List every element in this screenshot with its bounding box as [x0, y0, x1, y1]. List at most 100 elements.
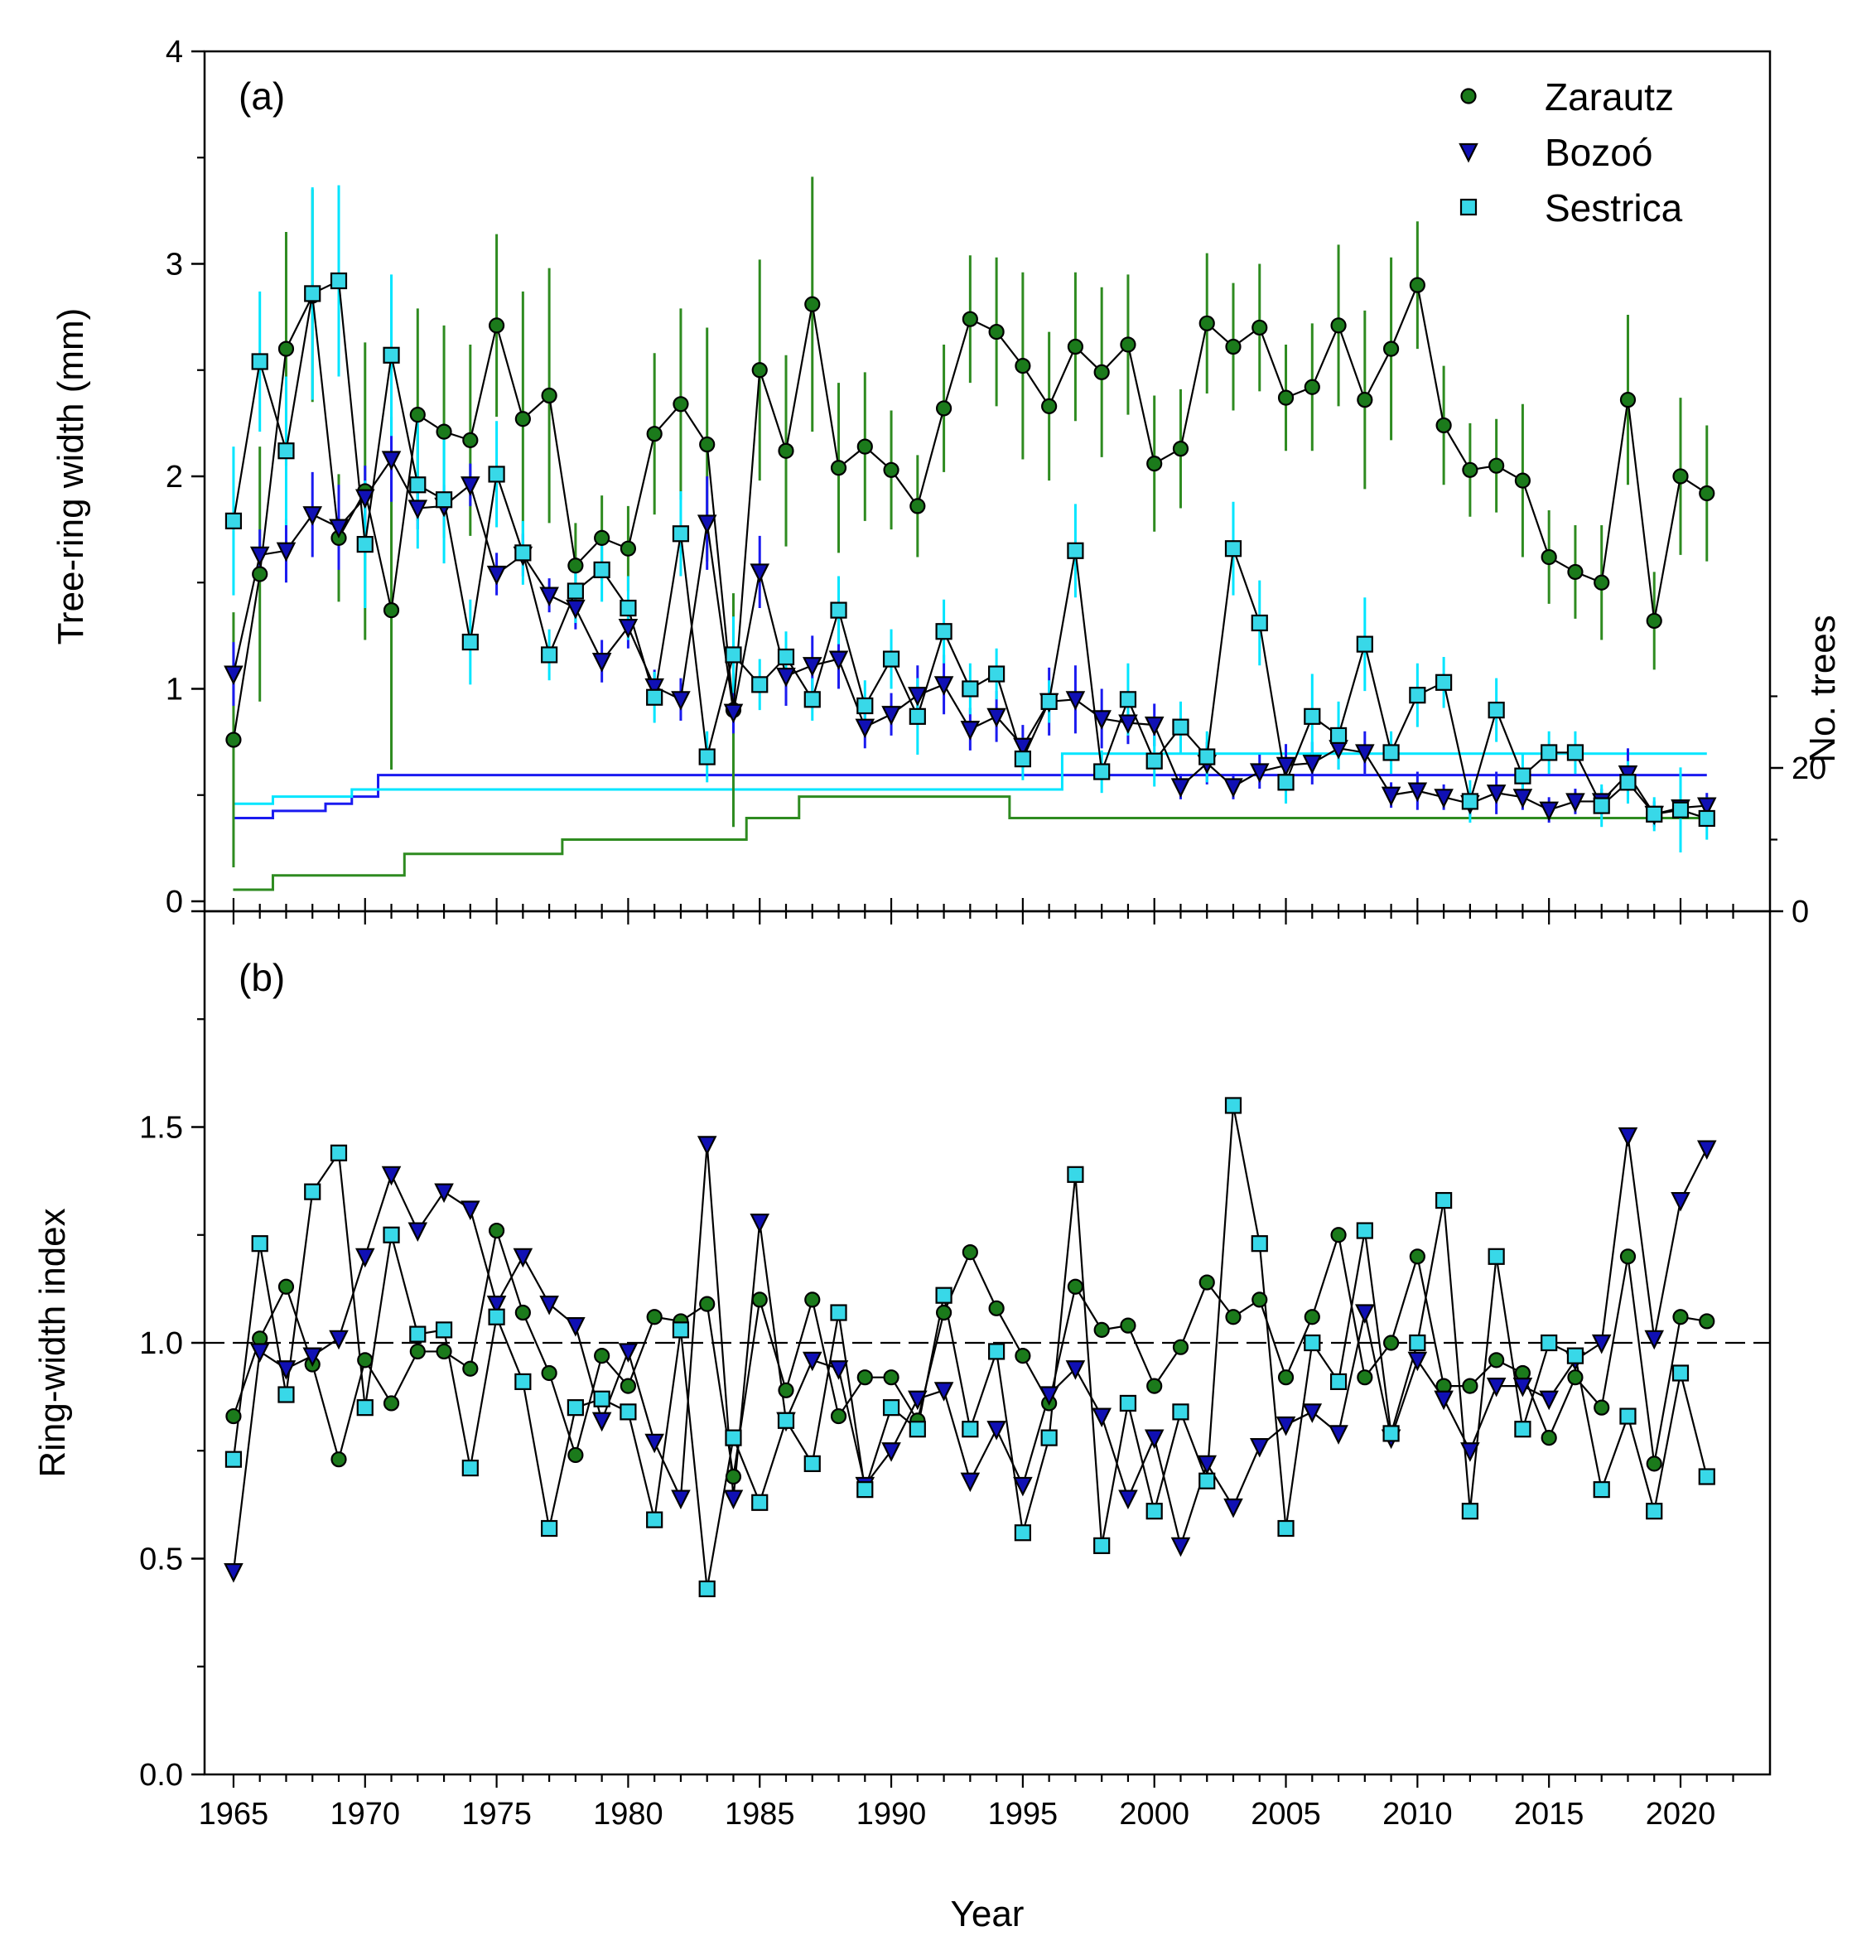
data-point-bozoo: [960, 721, 981, 741]
data-point-sestrica: [1356, 1222, 1373, 1239]
data-point-bozoo: [1144, 717, 1165, 736]
data-point-sestrica: [277, 442, 295, 460]
data-point-bozoo: [1671, 1191, 1690, 1212]
data-point-zarautz: [514, 1304, 531, 1321]
data-point-zarautz: [830, 1407, 847, 1425]
data-point-zarautz: [1382, 1335, 1400, 1351]
data-point-bozoo: [1355, 1304, 1375, 1324]
data-point-zarautz: [594, 1348, 610, 1364]
data-point-sestrica: [803, 691, 821, 708]
data-point-zarautz: [1198, 1274, 1215, 1291]
xtick-label: 2020: [1646, 1797, 1716, 1832]
data-point-bozoo: [644, 1433, 664, 1454]
data-point-zarautz: [804, 1291, 821, 1308]
data-point-bozoo: [276, 1360, 297, 1380]
data-point-sestrica: [1251, 614, 1268, 632]
data-point-bozoo: [1512, 1377, 1533, 1398]
data-point-sestrica: [1646, 1503, 1663, 1520]
data-point-sestrica: [461, 633, 479, 651]
data-point-zarautz: [409, 1343, 426, 1360]
data-point-bozoo: [486, 565, 507, 586]
ytick-label-a: 4: [166, 35, 183, 70]
data-point-bozoo: [855, 718, 875, 739]
data-point-sestrica: [251, 1235, 268, 1253]
xtick-label: 2000: [1119, 1797, 1189, 1832]
data-point-zarautz: [620, 1378, 637, 1394]
data-point-sestrica: [1093, 763, 1111, 780]
data-point-zarautz: [1672, 468, 1689, 485]
data-point-zarautz: [409, 407, 426, 423]
data-point-bozoo: [881, 706, 901, 726]
data-point-zarautz: [277, 1278, 295, 1295]
data-point-zarautz: [1567, 563, 1584, 581]
data-point-sestrica: [856, 697, 874, 715]
data-point-zarautz: [1619, 1248, 1637, 1265]
ytick-label-b: 0.5: [139, 1542, 183, 1577]
data-point-sestrica: [1067, 542, 1084, 559]
data-point-sestrica: [567, 582, 584, 600]
data-point-sestrica: [488, 466, 505, 483]
data-point-zarautz: [988, 1300, 1005, 1316]
data-point-bozoo: [1355, 744, 1375, 764]
data-point-bozoo: [1065, 691, 1086, 711]
data-point-zarautz: [1067, 1278, 1084, 1295]
panel-label-b: (b): [239, 956, 285, 999]
ytick-label-a: 1: [166, 673, 183, 707]
data-point-sestrica: [1698, 809, 1715, 828]
legend-marker-sestrica: [1459, 198, 1478, 216]
data-point-zarautz: [804, 296, 821, 312]
data-point-bozoo: [986, 1421, 1006, 1441]
ytick-label-a: 3: [166, 248, 183, 282]
data-point-sestrica: [882, 1399, 900, 1417]
panel-label-a: (a): [239, 75, 285, 118]
data-point-sestrica: [882, 650, 900, 668]
data-point-sestrica: [725, 1429, 742, 1446]
data-point-zarautz: [1015, 1348, 1031, 1364]
xtick-label: 2005: [1251, 1797, 1321, 1832]
data-point-zarautz: [1435, 417, 1452, 434]
data-point-zarautz: [673, 396, 689, 413]
data-point-zarautz: [1462, 1378, 1478, 1394]
data-point-zarautz: [436, 423, 452, 440]
data-point-sestrica: [1671, 801, 1690, 818]
data-point-zarautz: [883, 1369, 899, 1386]
data-point-zarautz: [1146, 456, 1163, 472]
data-point-zarautz: [1382, 340, 1400, 357]
data-point-sestrica: [1119, 1394, 1137, 1412]
data-point-sestrica: [1224, 1097, 1242, 1114]
data-point-sestrica: [803, 1455, 821, 1472]
data-point-bozoo: [1013, 737, 1033, 758]
y2-axis-title-a: No. trees: [1802, 615, 1843, 763]
data-point-sestrica: [514, 544, 532, 562]
data-point-bozoo: [697, 1136, 717, 1156]
data-point-sestrica: [1329, 727, 1348, 745]
data-point-bozoo: [1092, 710, 1112, 730]
data-point-bozoo: [381, 451, 402, 471]
data-point-bozoo: [644, 678, 664, 698]
data-point-bozoo: [461, 476, 480, 496]
data-point-bozoo: [1223, 1498, 1243, 1518]
data-point-sestrica: [1671, 1364, 1690, 1382]
data-point-bozoo: [1696, 797, 1717, 818]
xtick-label: 1970: [330, 1797, 400, 1832]
data-point-bozoo: [249, 1343, 270, 1363]
data-point-zarautz: [1093, 1321, 1110, 1338]
data-point-zarautz: [436, 1343, 452, 1360]
data-point-sestrica: [698, 1580, 716, 1598]
data-point-sestrica: [224, 512, 243, 529]
ytick-label-b: 1.5: [139, 1111, 183, 1146]
data-point-zarautz: [1015, 358, 1031, 374]
data-point-sestrica: [1040, 693, 1058, 710]
y-axis-title-a: Tree-ring width (mm): [51, 308, 91, 645]
data-point-sestrica: [751, 676, 769, 693]
data-point-bozoo: [1644, 1330, 1665, 1350]
data-point-bozoo: [1013, 1476, 1033, 1497]
data-point-sestrica: [1329, 1373, 1348, 1390]
data-point-bozoo: [1118, 714, 1138, 734]
data-point-zarautz: [699, 436, 716, 453]
data-point-sestrica: [409, 1325, 427, 1343]
xtick-label: 2010: [1382, 1797, 1453, 1832]
data-point-bozoo: [1381, 786, 1401, 807]
data-point-zarautz: [488, 1222, 505, 1239]
